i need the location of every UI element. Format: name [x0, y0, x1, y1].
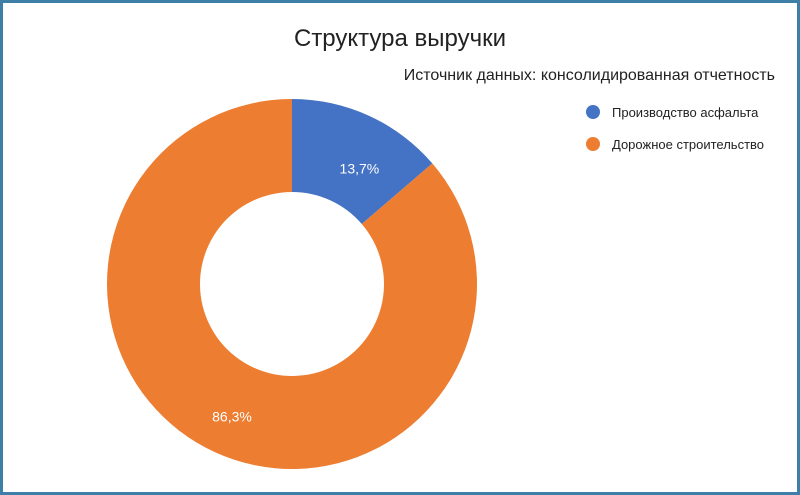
chart-title: Структура выручки [293, 25, 506, 52]
donut-data-labels: 13,7% 86,3% [212, 161, 379, 425]
donut-slice-asphalt [292, 99, 433, 225]
donut-slices [107, 99, 478, 469]
legend-label-asphalt: Производство асфальта [612, 104, 759, 120]
legend-label-road-construction: Дорожное строительство [612, 136, 765, 152]
data-label-road-construction: 86,3% [212, 409, 252, 425]
donut-slice-road-construction [107, 99, 478, 469]
legend-swatch-asphalt [586, 105, 600, 119]
chart-subtitle: Источник данных: консолидированная отчет… [403, 67, 775, 84]
legend-item-road-construction: Дорожное строительство [586, 134, 764, 154]
legend-item-asphalt: Производство асфальта [586, 102, 764, 122]
chart-legend: Производство асфальта Дорожное строитель… [586, 102, 764, 166]
legend-swatch-road-construction [586, 137, 600, 151]
data-label-asphalt: 13,7% [340, 161, 380, 177]
